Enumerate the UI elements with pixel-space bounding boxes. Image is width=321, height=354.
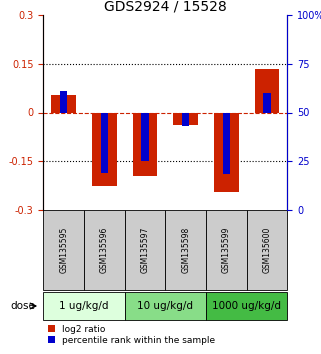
Bar: [51, 95, 76, 113]
Text: 1 ug/kg/d: 1 ug/kg/d: [59, 301, 109, 311]
Bar: [133, 113, 157, 176]
Text: GSM135599: GSM135599: [222, 227, 231, 273]
Bar: [165, 210, 206, 290]
Bar: [255, 69, 279, 113]
Text: GSM135596: GSM135596: [100, 227, 109, 273]
Text: 10 ug/kg/d: 10 ug/kg/d: [137, 301, 193, 311]
Bar: [214, 113, 239, 192]
Bar: [263, 93, 271, 113]
Text: GSM135598: GSM135598: [181, 227, 190, 273]
Title: GDS2924 / 15528: GDS2924 / 15528: [104, 0, 227, 14]
Bar: [43, 210, 84, 290]
Text: 1000 ug/kg/d: 1000 ug/kg/d: [212, 301, 281, 311]
Text: dose: dose: [11, 301, 36, 311]
Bar: [206, 292, 287, 320]
Bar: [101, 113, 108, 173]
Bar: [125, 210, 165, 290]
Bar: [223, 113, 230, 173]
Text: GSM135597: GSM135597: [141, 227, 150, 273]
Bar: [173, 113, 198, 125]
Bar: [206, 210, 247, 290]
Bar: [247, 210, 287, 290]
Bar: [43, 292, 125, 320]
Bar: [141, 113, 149, 161]
Legend: log2 ratio, percentile rank within the sample: log2 ratio, percentile rank within the s…: [48, 325, 215, 345]
Bar: [92, 113, 117, 185]
Bar: [182, 113, 189, 126]
Text: GSM135595: GSM135595: [59, 227, 68, 273]
Bar: [125, 292, 206, 320]
Text: GSM135600: GSM135600: [263, 227, 272, 273]
Bar: [84, 210, 125, 290]
Bar: [60, 91, 67, 113]
